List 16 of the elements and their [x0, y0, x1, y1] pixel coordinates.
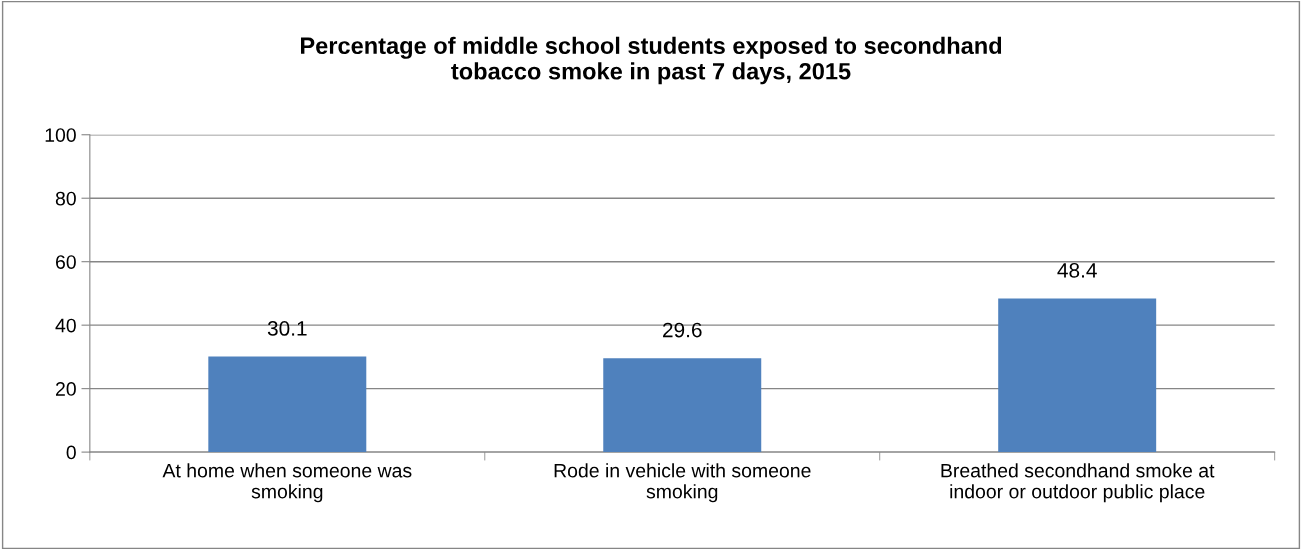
x-tick-label: Breathed secondhand smoke at indoor or outdoor public place [941, 463, 1215, 503]
bar [208, 356, 367, 453]
y-tick-label: 80 [55, 191, 76, 206]
chart-title: Percentage of middle school students exposed to secondhand tobacco smoke in past 7 days, 2015 [301, 36, 1002, 85]
data-label: 48.4 [1057, 262, 1097, 278]
y-tick-label: 40 [55, 318, 76, 333]
bar [998, 298, 1157, 453]
y-tick-label: 60 [56, 255, 76, 269]
y-tick-label: 0 [66, 445, 76, 460]
x-tick-label: At home when someone was smoking [162, 463, 412, 503]
y-tick-label: 20 [56, 382, 76, 396]
x-tick-label: Rode in vehicle with someone smoking [554, 463, 811, 503]
y-tick-label: 100 [45, 128, 76, 142]
data-label: 29.6 [663, 322, 702, 338]
data-label: 30.1 [267, 321, 307, 336]
bar [603, 358, 762, 453]
